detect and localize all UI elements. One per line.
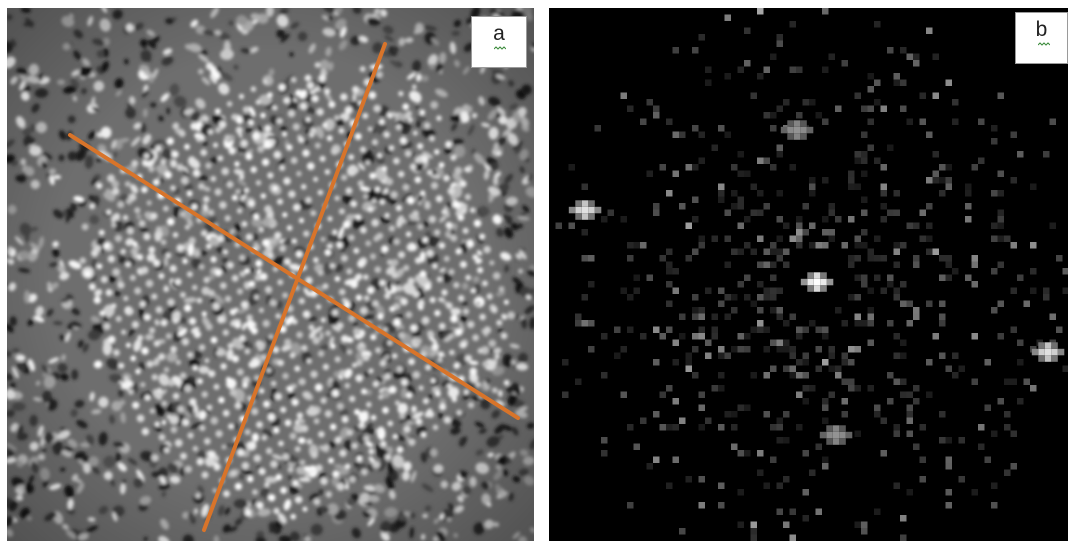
diffraction-spot-right — [1031, 342, 1065, 362]
panel-label-a-text: a — [493, 22, 505, 45]
lattice-axis-line-2 — [68, 133, 520, 420]
diffraction-image — [549, 8, 1068, 541]
panel-label-b-text: b — [1035, 18, 1048, 41]
lattice-axis-line-1 — [202, 42, 387, 532]
diffraction-spot-left — [568, 200, 602, 220]
diffraction-spot-lower — [819, 425, 853, 445]
central-beam-spot — [800, 272, 834, 292]
spellcheck-squiggle-icon — [494, 46, 506, 50]
diffraction-spot-upper — [780, 120, 814, 140]
panel-label-b: b — [1015, 12, 1068, 64]
micrograph-image — [7, 8, 534, 541]
panel-label-a: a — [471, 16, 527, 68]
spellcheck-squiggle-icon — [1038, 42, 1050, 46]
micrograph-panel-a — [7, 8, 534, 541]
diffraction-panel-b — [549, 8, 1068, 541]
